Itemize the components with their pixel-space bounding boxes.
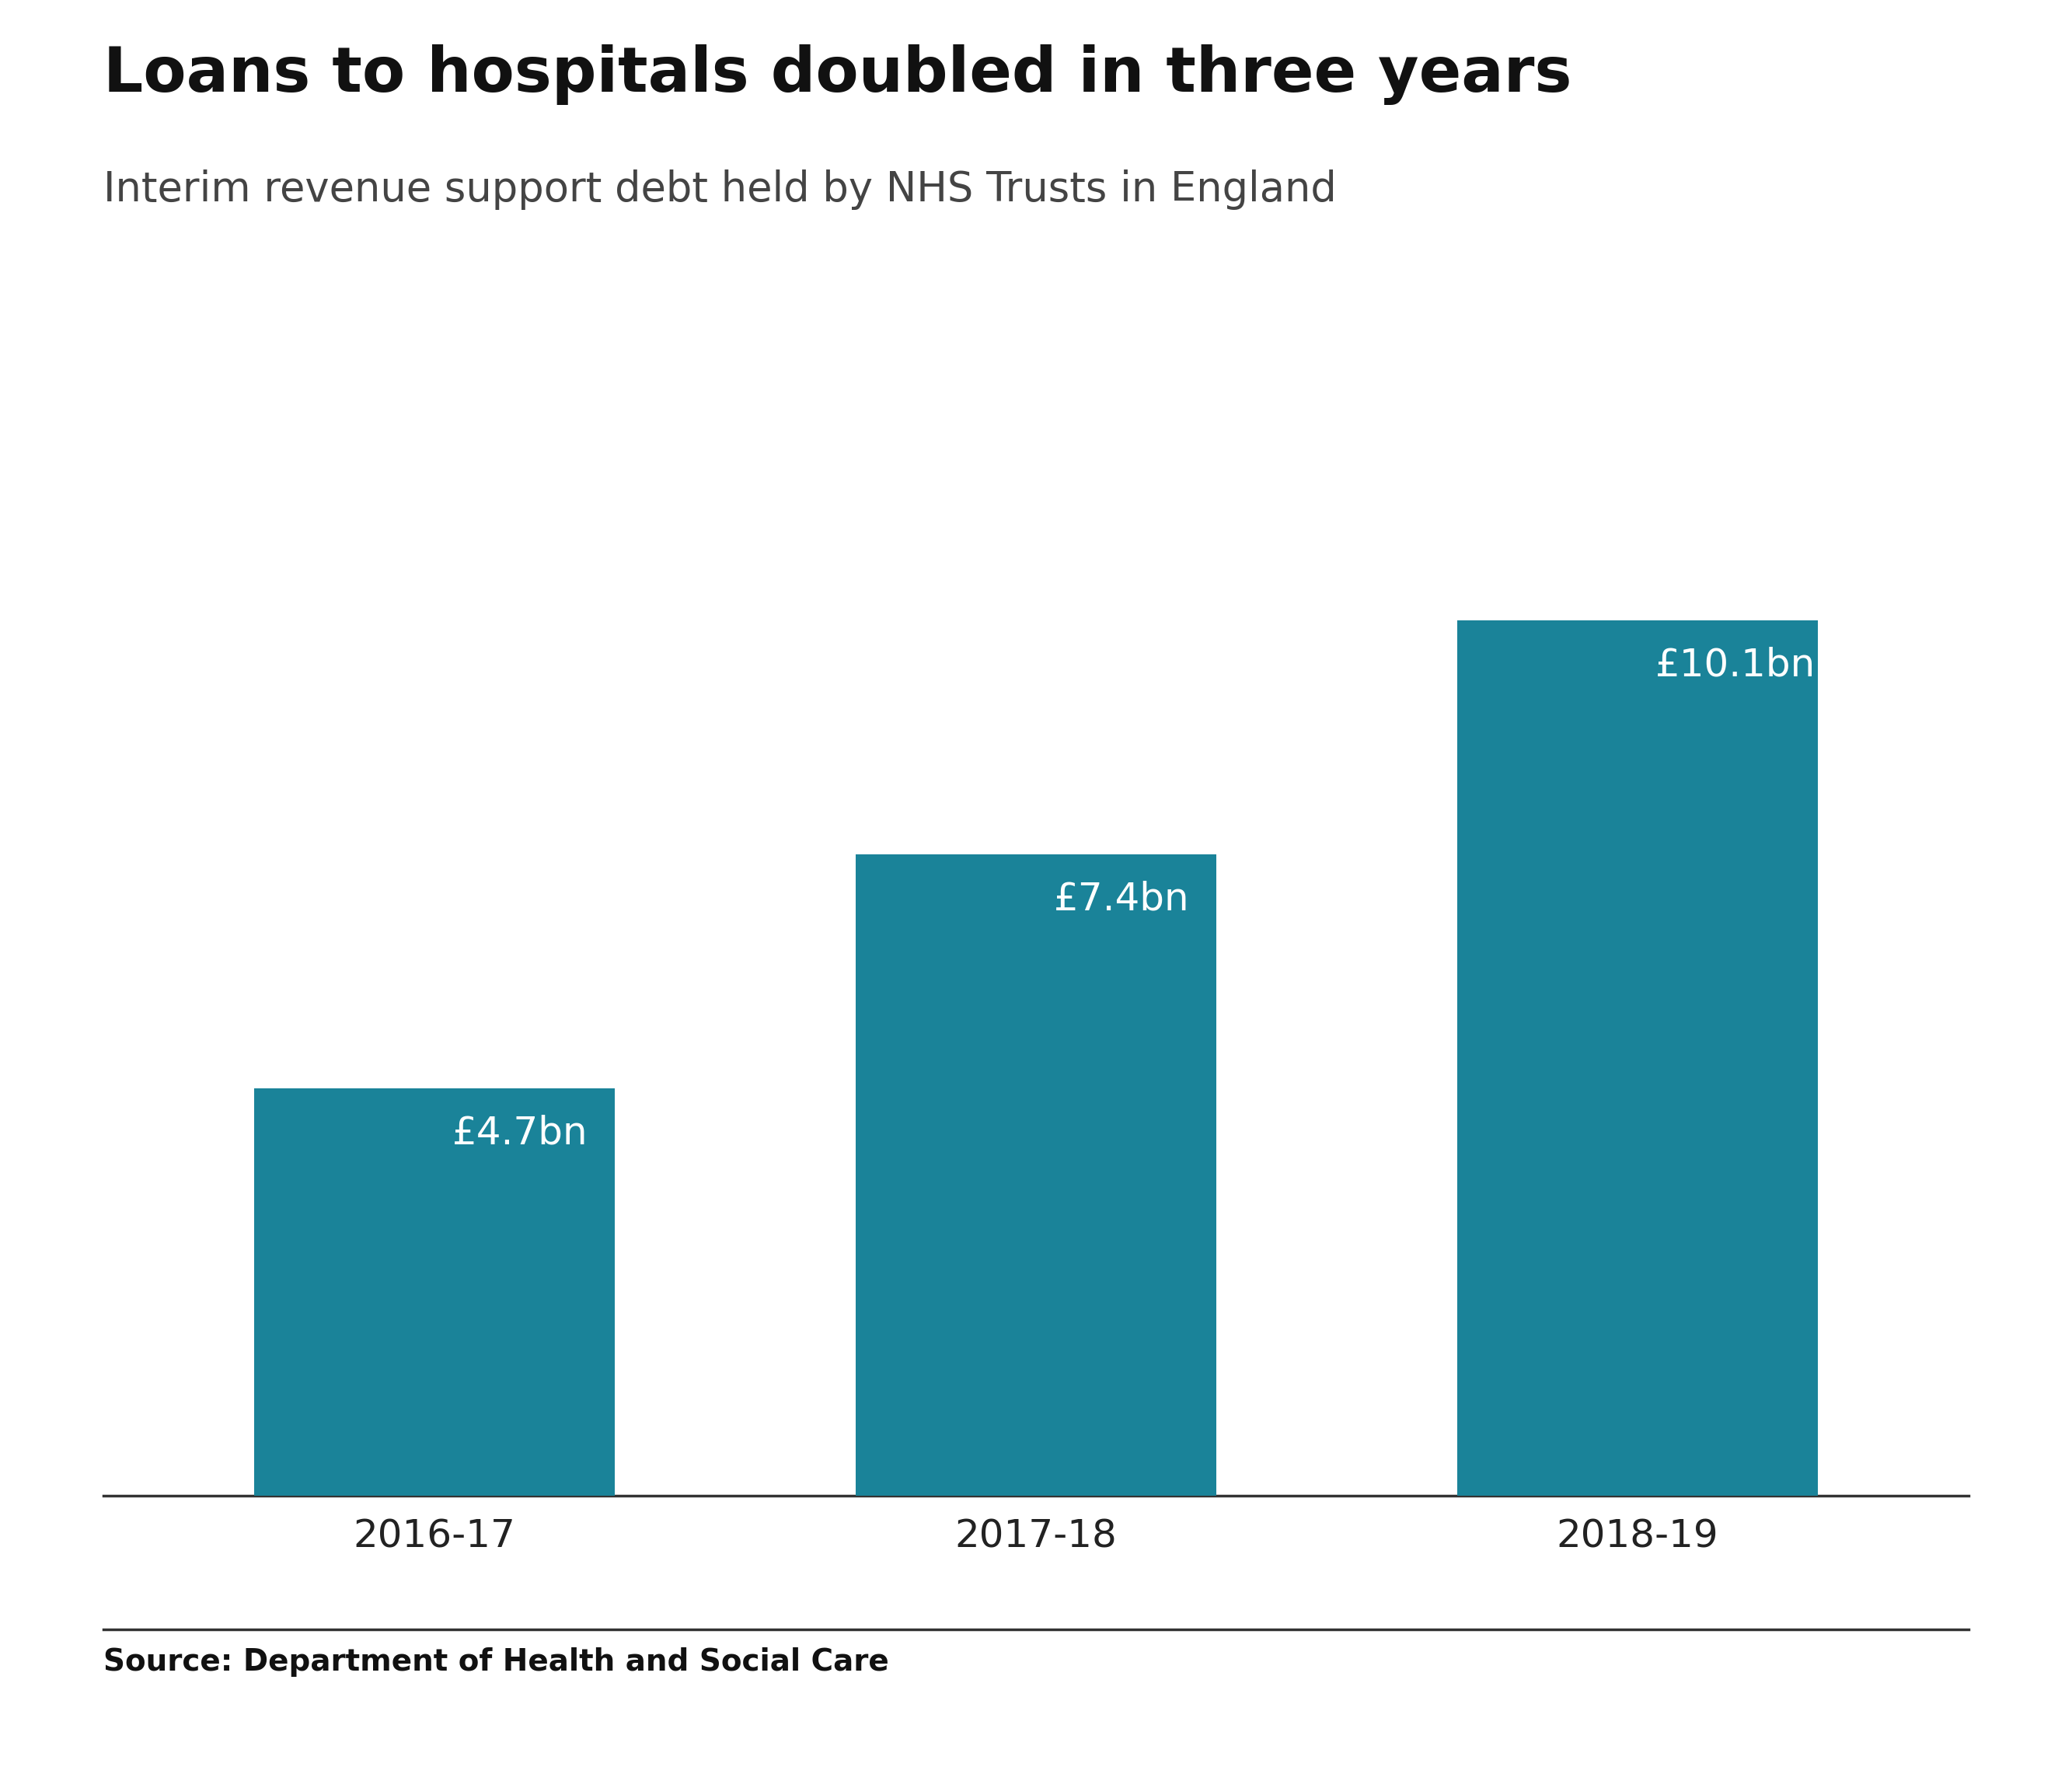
- Bar: [1457, 620, 1817, 1496]
- Text: £4.7bn: £4.7bn: [452, 1115, 588, 1152]
- Text: £10.1bn: £10.1bn: [1656, 647, 1815, 684]
- Bar: [255, 1088, 615, 1496]
- Text: £7.4bn: £7.4bn: [1055, 880, 1189, 917]
- Text: Interim revenue support debt held by NHS Trusts in England: Interim revenue support debt held by NHS…: [104, 169, 1336, 210]
- Text: BBC: BBC: [1769, 1688, 1846, 1722]
- Text: Source: Department of Health and Social Care: Source: Department of Health and Social …: [104, 1647, 889, 1678]
- Text: Loans to hospitals doubled in three years: Loans to hospitals doubled in three year…: [104, 45, 1573, 105]
- Bar: [856, 855, 1216, 1496]
